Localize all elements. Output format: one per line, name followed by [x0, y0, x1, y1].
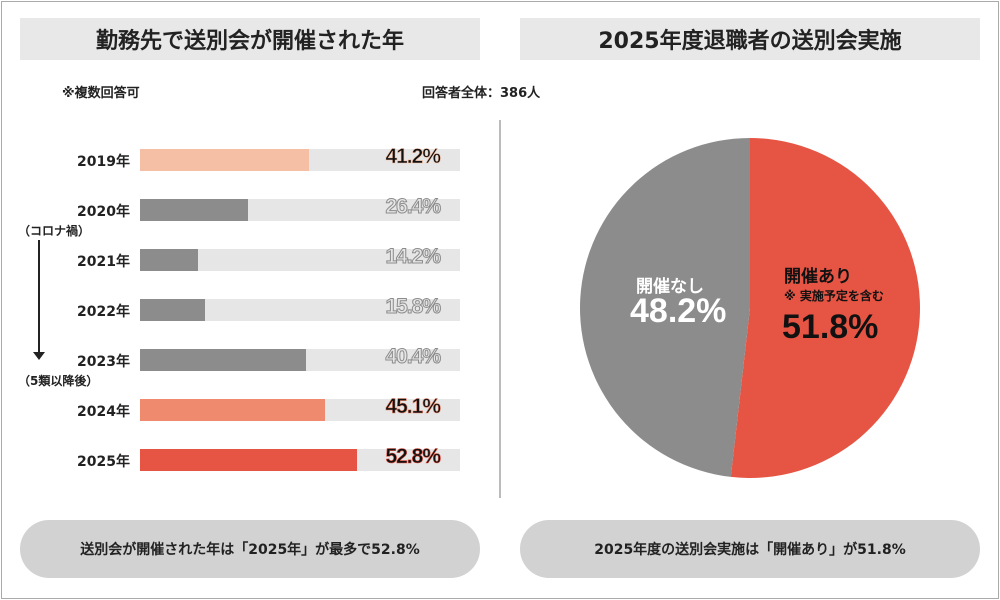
left-title: 勤務先で送別会が開催された年 [20, 18, 480, 60]
bar [140, 399, 326, 421]
pie-value-yes: 51.8% [782, 308, 879, 346]
multi-answer-note: ※複数回答可 [62, 86, 140, 101]
bar-track: 41.2% [140, 145, 460, 171]
pie-slice [580, 138, 750, 477]
pie-sublabel-yes: ※ 実施予定を含む [784, 289, 884, 303]
pie-slice [730, 138, 920, 478]
pie-label-yes: 開催あり [784, 267, 852, 287]
bar-category-label: 2020年 [77, 204, 130, 220]
bar-value-label: 14.2% [385, 245, 442, 269]
right-title: 2025年度退職者の送別会実施 [520, 18, 980, 60]
bar-track: 45.1% [140, 395, 460, 421]
bar-category-label: 2022年 [77, 304, 130, 320]
bar-track: 14.2% [140, 245, 460, 271]
divider [499, 120, 501, 498]
bar-category-label: 2023年 [77, 354, 130, 370]
bar [140, 449, 357, 471]
bar [140, 299, 205, 321]
bar-track: 40.4% [140, 345, 460, 371]
pie-value-no: 48.2% [630, 292, 727, 330]
bar [140, 149, 310, 171]
bar-track: 15.8% [140, 295, 460, 321]
bar-value-label: 41.2% [385, 145, 441, 169]
bar-value-label: 26.4% [385, 195, 442, 219]
covid-label: （コロナ禍） [18, 224, 91, 238]
pie-label-no: 開催なし [636, 277, 704, 297]
bar-value-label: 40.4% [385, 345, 442, 369]
bar-value-label: 45.1% [385, 395, 441, 419]
bar [140, 349, 306, 371]
bar-value-label: 15.8% [385, 295, 442, 319]
right-summary: 2025年度の送別会実施は「開催あり」が51.8% [520, 520, 980, 578]
bar [140, 249, 199, 271]
bar-category-label: 2019年 [77, 154, 130, 170]
bar-track: 26.4% [140, 195, 460, 221]
arrow-line [38, 240, 40, 358]
bar-value-label: 52.8% [385, 445, 441, 469]
pie-chart [580, 138, 920, 478]
bar-category-label: 2025年 [77, 454, 130, 470]
left-summary: 送別会が開催された年は「2025年」が最多で52.8% [20, 520, 480, 578]
arrow-down-icon [33, 352, 45, 360]
respondents-note: 回答者全体：386人 [422, 86, 541, 101]
post-class5-label: （5類以降後） [18, 374, 99, 388]
bar-category-label: 2021年 [77, 254, 130, 270]
bar-track: 52.8% [140, 445, 460, 471]
bar-category-label: 2024年 [77, 404, 130, 420]
bar [140, 199, 249, 221]
